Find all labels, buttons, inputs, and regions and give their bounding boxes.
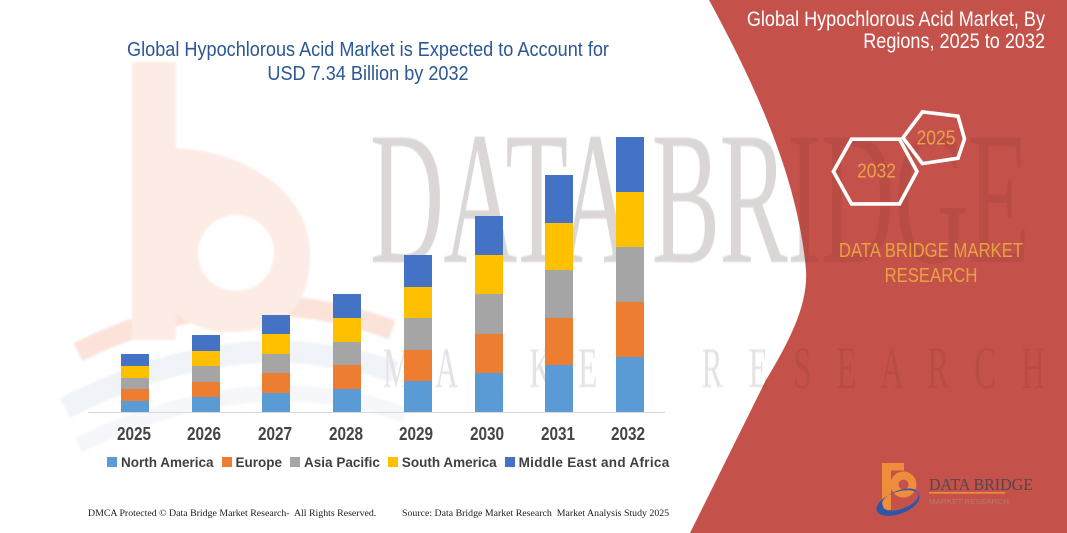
svg-text:2025: 2025 <box>917 128 956 150</box>
svg-text:2032: 2032 <box>857 161 896 183</box>
svg-text:DATA BRIDGE: DATA BRIDGE <box>929 475 1033 494</box>
svg-text:MARKET RESEARCH: MARKET RESEARCH <box>929 497 1009 506</box>
